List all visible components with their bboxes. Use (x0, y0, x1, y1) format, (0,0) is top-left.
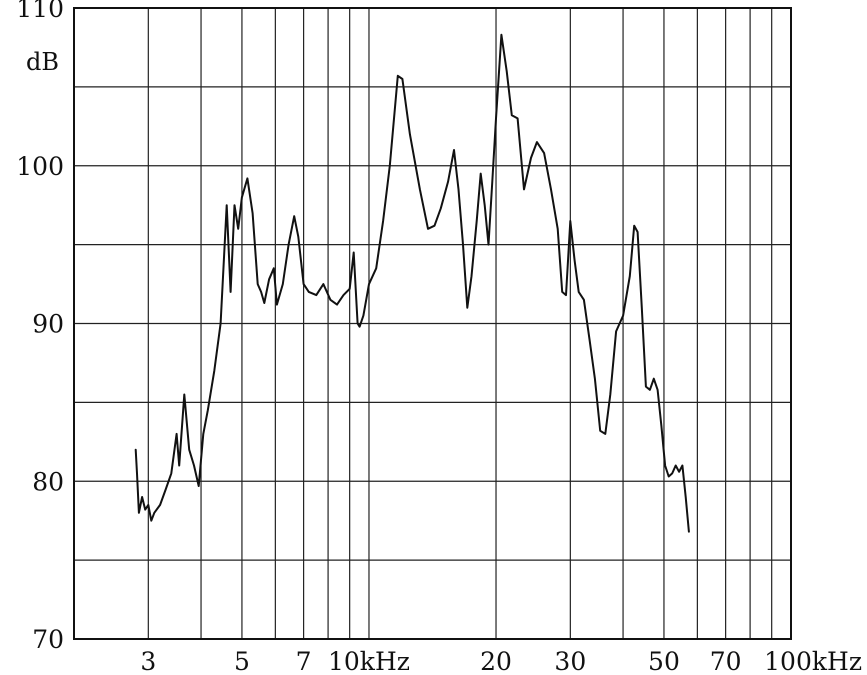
x-tick-label-5000: 5 (234, 647, 250, 675)
y-axis-tick-labels: 110 100 90 80 70 (16, 0, 64, 654)
x-axis-tick-labels: 3 5 7 10kHz 20 30 50 70 100kHz (140, 647, 862, 675)
x-tick-label-70000: 70 (710, 647, 742, 675)
y-tick-label-110: 110 (16, 0, 64, 23)
plot-frame (73, 7, 792, 640)
x-tick-label-20000: 20 (480, 647, 512, 675)
horizontal-gridlines (74, 7, 791, 561)
x-tick-label-10000: 10kHz (328, 647, 410, 675)
x-tick-label-50000: 50 (648, 647, 680, 675)
y-tick-label-90: 90 (32, 310, 64, 339)
y-tick-label-80: 80 (32, 467, 64, 496)
x-tick-label-100000: 100kHz (764, 647, 862, 675)
y-axis-unit-label: dB (26, 48, 59, 76)
y-tick-label-70: 70 (32, 625, 64, 654)
x-tick-label-30000: 30 (554, 647, 586, 675)
response-curve (134, 33, 690, 533)
y-tick-label-100: 100 (16, 152, 64, 181)
x-tick-label-7000: 7 (296, 647, 312, 675)
x-tick-label-3000: 3 (140, 647, 156, 675)
